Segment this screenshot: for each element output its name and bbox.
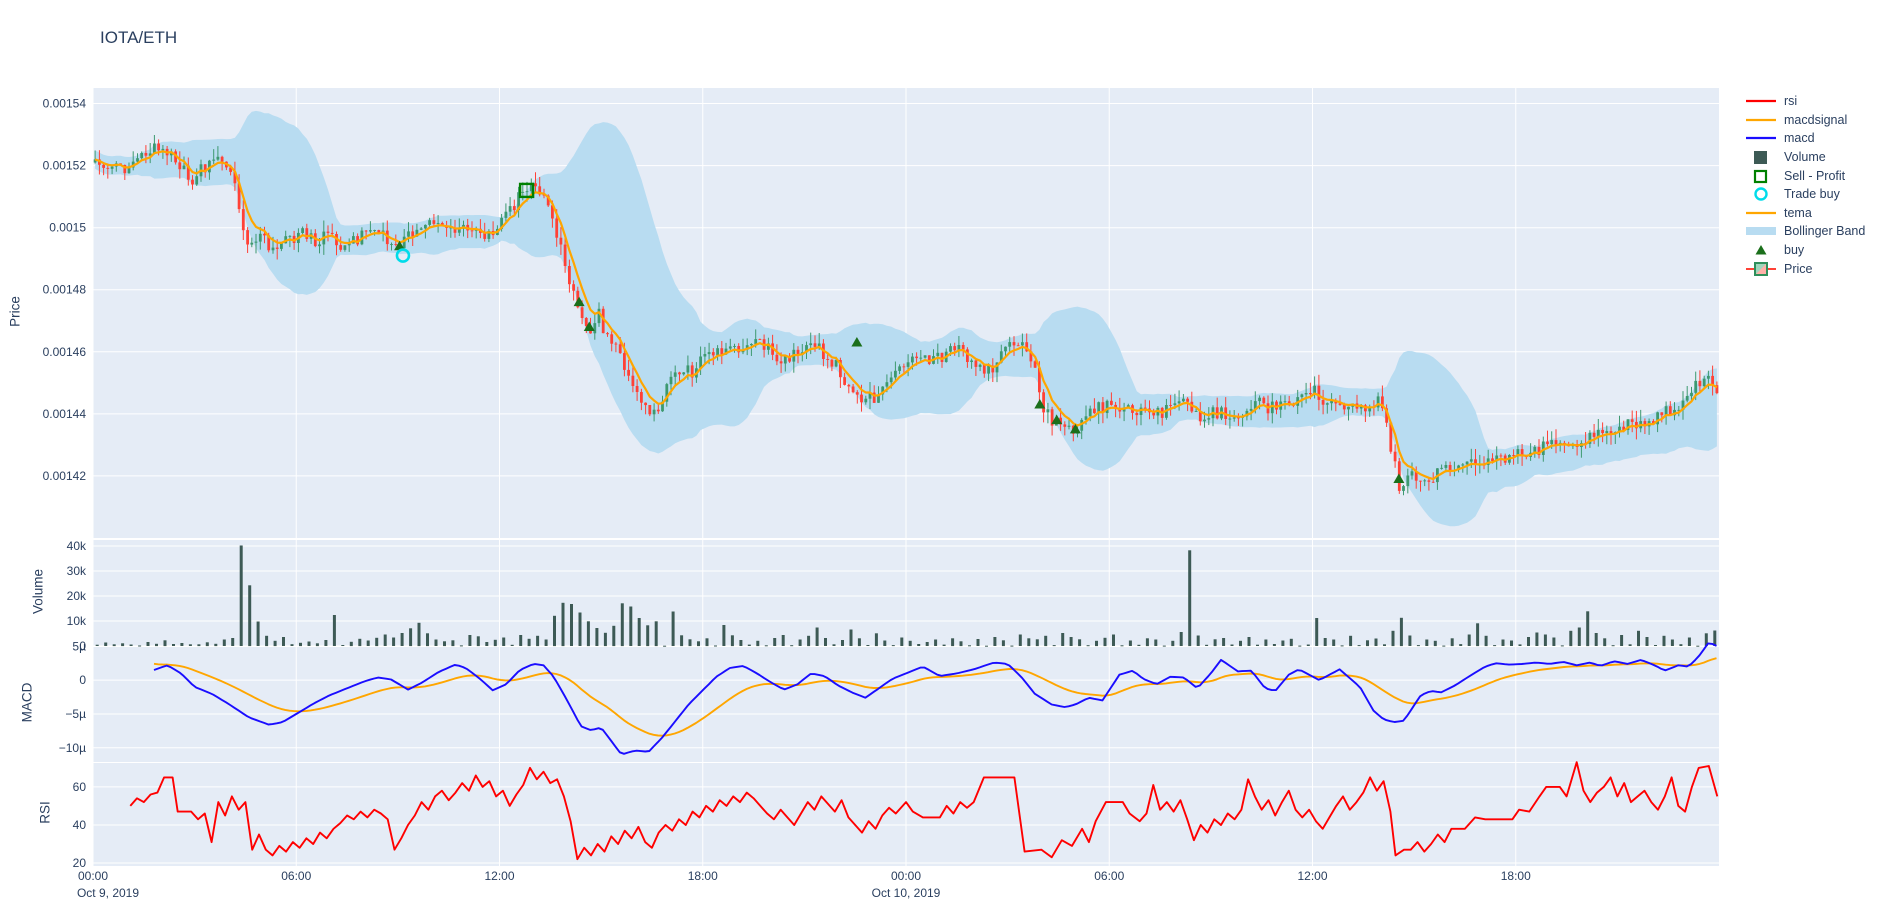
legend-label: macdsignal bbox=[1784, 112, 1848, 127]
legend-item-volume[interactable]: Volume bbox=[1744, 148, 1890, 167]
page-title: IOTA/ETH bbox=[100, 28, 178, 47]
rsi-axis-title: RSI bbox=[37, 801, 53, 824]
legend-label: macd bbox=[1784, 131, 1815, 146]
price-tick-label: 0.00152 bbox=[43, 159, 87, 173]
buy-marker[interactable] bbox=[1393, 473, 1405, 484]
x-tick-label: 18:00 bbox=[1501, 869, 1531, 883]
legend-item-trade-buy[interactable]: Trade buy bbox=[1744, 185, 1890, 204]
macd-line bbox=[153, 642, 1717, 755]
volume-tick-label: 10k bbox=[67, 614, 87, 628]
legend-item-macd[interactable]: macd bbox=[1744, 129, 1890, 148]
buy-marker[interactable] bbox=[394, 240, 406, 251]
price-tick-label: 0.00148 bbox=[43, 283, 87, 297]
macd-tick-label: 0 bbox=[79, 673, 86, 687]
x-tick-label: 12:00 bbox=[1297, 869, 1327, 883]
legend-label: rsi bbox=[1784, 94, 1798, 109]
volume-tick-label: 30k bbox=[67, 564, 87, 578]
legend-label: Price bbox=[1784, 261, 1813, 276]
x-tick-label: 00:00 bbox=[891, 869, 921, 883]
sell-profit-swatch bbox=[1753, 169, 1768, 183]
buy-swatch bbox=[1755, 245, 1767, 255]
buy-marker[interactable] bbox=[851, 336, 863, 347]
macd-tick-label: 5µ bbox=[72, 639, 86, 653]
volume-tick-label: 40k bbox=[67, 539, 87, 553]
x-tick-label: 00:00 bbox=[78, 869, 108, 883]
price-tick-label: 0.00142 bbox=[43, 469, 87, 483]
trade-buy-marker[interactable] bbox=[395, 248, 411, 263]
trade-buy-swatch bbox=[1754, 187, 1768, 201]
volume-tick-label: 0 bbox=[79, 639, 86, 653]
legend: rsi macdsignal macd Volume Sell - Profit Trad… bbox=[1744, 92, 1890, 278]
legend-label: Sell - Profit bbox=[1784, 168, 1846, 183]
bollinger-swatch bbox=[1746, 227, 1776, 236]
rsi-tick-label: 60 bbox=[73, 780, 87, 794]
buy-marker[interactable] bbox=[1034, 399, 1046, 409]
legend-item-rsi[interactable]: rsi bbox=[1744, 92, 1890, 111]
legend-label: buy bbox=[1784, 243, 1805, 258]
legend-item-bollinger-band[interactable]: Bollinger Band bbox=[1744, 222, 1890, 241]
macd-tick-label: −5µ bbox=[65, 707, 86, 721]
rsi-line bbox=[129, 761, 1719, 861]
buy-marker[interactable] bbox=[583, 321, 595, 331]
price-tick-label: 0.0015 bbox=[49, 221, 86, 235]
volume-axis-title: Volume bbox=[30, 568, 46, 615]
legend-item-macdsignal[interactable]: macdsignal bbox=[1744, 111, 1890, 130]
x-tick-label: 12:00 bbox=[484, 869, 514, 883]
rsi-tick-label: 20 bbox=[73, 856, 87, 870]
x-tick-label: 06:00 bbox=[1094, 869, 1124, 883]
legend-item-price[interactable]: Price bbox=[1744, 259, 1890, 278]
buy-marker[interactable] bbox=[1051, 414, 1063, 425]
buy-marker[interactable] bbox=[1069, 423, 1081, 434]
legend-label: Volume bbox=[1784, 150, 1826, 165]
x-date-label: Oct 9, 2019 bbox=[77, 886, 139, 900]
volume-tick-label: 20k bbox=[67, 589, 87, 603]
price-swatch bbox=[1754, 261, 1768, 276]
x-tick-label: 18:00 bbox=[688, 869, 718, 883]
legend-label: tema bbox=[1784, 205, 1812, 220]
price-tick-label: 0.00154 bbox=[43, 97, 87, 111]
volume-swatch bbox=[1754, 151, 1767, 165]
rsi-tick-label: 40 bbox=[73, 818, 87, 832]
x-tick-label: 06:00 bbox=[281, 869, 311, 883]
sell-profit-marker[interactable] bbox=[518, 182, 535, 199]
price-axis-title: Price bbox=[7, 296, 23, 327]
legend-item-tema[interactable]: tema bbox=[1744, 204, 1890, 223]
legend-item-buy[interactable]: buy bbox=[1744, 241, 1890, 260]
legend-label: Bollinger Band bbox=[1784, 224, 1866, 239]
macd-axis-title: MACD bbox=[19, 682, 35, 723]
legend-item-sell-profit[interactable]: Sell - Profit bbox=[1744, 166, 1890, 185]
tema-line bbox=[94, 150, 1718, 481]
macd-tick-label: −10µ bbox=[59, 741, 86, 755]
x-date-label: Oct 10, 2019 bbox=[872, 886, 941, 900]
buy-marker[interactable] bbox=[573, 296, 585, 307]
price-tick-label: 0.00146 bbox=[43, 345, 87, 359]
price-tick-label: 0.00144 bbox=[43, 407, 87, 421]
legend-label: Trade buy bbox=[1784, 187, 1840, 202]
bollinger-band bbox=[95, 110, 1717, 527]
